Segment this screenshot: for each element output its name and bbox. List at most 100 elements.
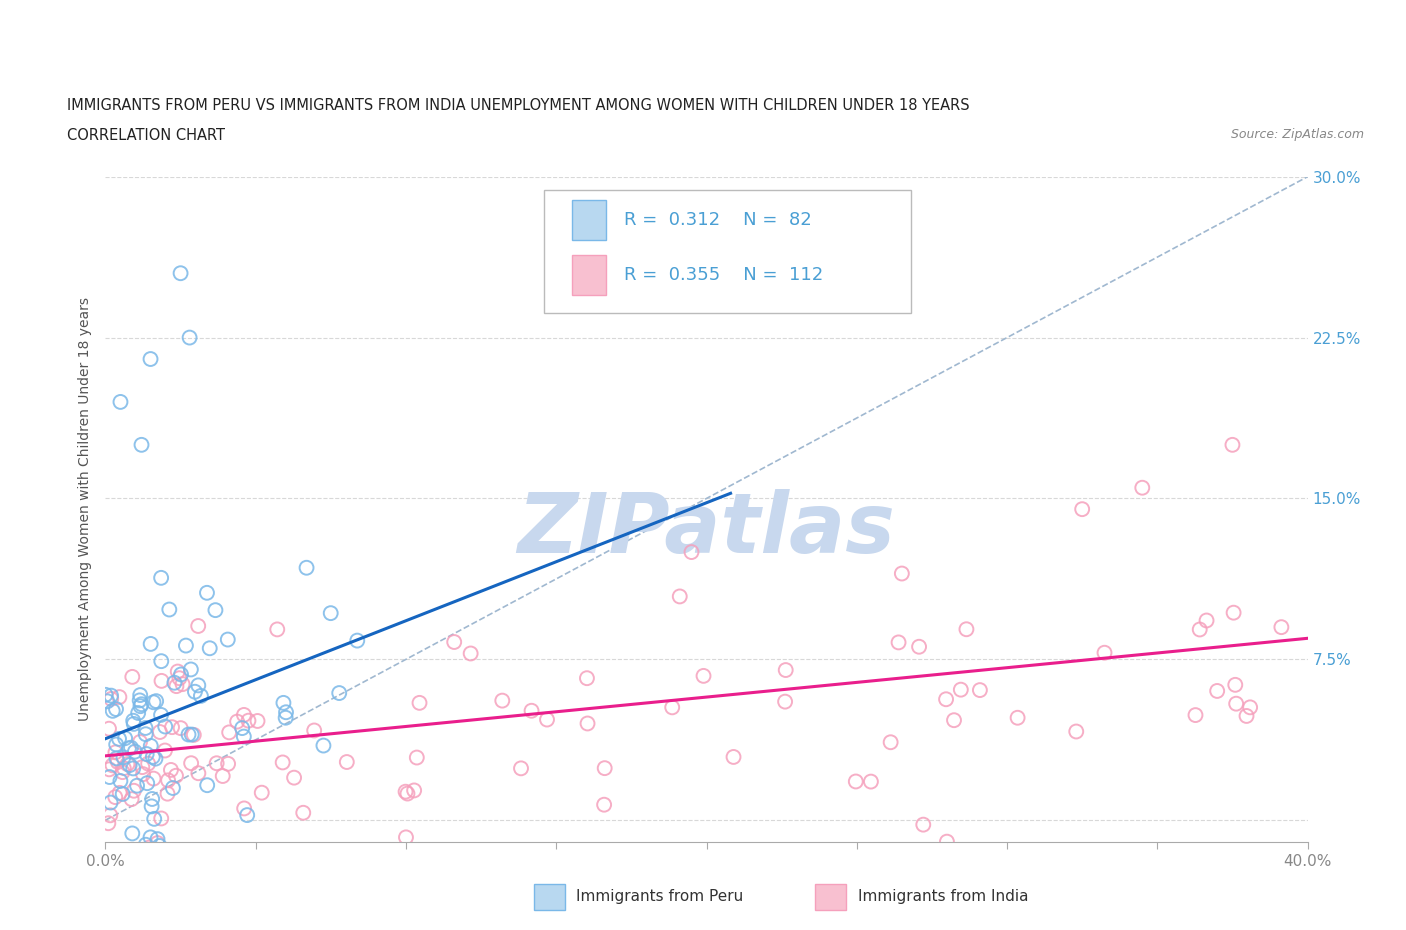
Point	[187, 678, 209, 693]
Point	[1064, 724, 1087, 739]
Point	[162, 780, 184, 795]
Point	[139, 738, 162, 753]
Point	[250, 785, 273, 800]
Point	[101, 703, 124, 718]
Point	[180, 662, 202, 677]
Point	[101, 758, 124, 773]
Point	[150, 811, 173, 826]
Point	[105, 701, 128, 716]
Point	[271, 755, 294, 770]
Point	[890, 566, 912, 581]
Point	[190, 688, 212, 703]
Point	[128, 693, 150, 708]
Point	[346, 633, 368, 648]
Point	[145, 694, 167, 709]
Point	[283, 770, 305, 785]
Point	[98, 770, 121, 785]
Point	[177, 727, 200, 742]
Point	[723, 750, 745, 764]
Point	[180, 756, 202, 771]
Point	[1094, 645, 1116, 660]
Point	[204, 603, 226, 618]
Point	[195, 585, 218, 600]
Point	[96, 694, 118, 709]
Point	[114, 731, 136, 746]
Point	[859, 774, 882, 789]
Y-axis label: Unemployment Among Women with Children Under 18 years: Unemployment Among Women with Children U…	[79, 298, 93, 721]
Point	[1184, 708, 1206, 723]
Point	[1225, 677, 1247, 692]
Point	[404, 783, 426, 798]
Point	[576, 716, 599, 731]
Point	[1130, 480, 1153, 495]
Point	[1007, 711, 1029, 725]
Point	[153, 719, 176, 734]
Point	[845, 774, 868, 789]
Point	[396, 786, 419, 801]
Point	[105, 751, 128, 765]
Point	[395, 830, 418, 844]
Point	[936, 834, 959, 849]
Point	[149, 724, 172, 739]
Point	[575, 671, 598, 685]
Point	[122, 783, 145, 798]
Point	[536, 712, 558, 727]
Point	[150, 708, 173, 723]
Point	[668, 589, 690, 604]
Point	[226, 714, 249, 729]
Point	[98, 722, 121, 737]
Point	[135, 837, 157, 852]
Point	[121, 826, 143, 841]
Point	[1270, 619, 1292, 634]
Point	[336, 754, 359, 769]
Point	[112, 750, 135, 764]
Point	[141, 791, 163, 806]
Point	[100, 795, 122, 810]
Point	[274, 705, 297, 720]
Point	[443, 634, 465, 649]
Point	[236, 807, 259, 822]
Point	[122, 716, 145, 731]
Point	[211, 768, 233, 783]
Point	[114, 845, 136, 860]
Point	[394, 784, 416, 799]
Point	[153, 743, 176, 758]
Point	[122, 713, 145, 728]
Point	[879, 735, 901, 750]
Point	[121, 791, 143, 806]
Point	[246, 713, 269, 728]
Point	[177, 845, 200, 860]
Point	[136, 756, 159, 771]
Point	[163, 675, 186, 690]
Point	[187, 765, 209, 780]
Point	[97, 816, 120, 830]
Point	[1239, 700, 1261, 715]
Point	[160, 720, 183, 735]
Point	[510, 761, 533, 776]
Point	[955, 622, 977, 637]
Point	[121, 670, 143, 684]
Point	[187, 618, 209, 633]
Point	[233, 708, 256, 723]
Point	[949, 683, 972, 698]
Point	[184, 684, 207, 699]
Point	[125, 778, 148, 793]
Point	[460, 646, 482, 661]
Point	[129, 735, 152, 750]
Point	[408, 696, 430, 711]
Point	[111, 787, 134, 802]
Point	[180, 727, 202, 742]
Point	[131, 760, 153, 775]
Point	[150, 654, 173, 669]
Point	[238, 713, 260, 728]
Point	[1222, 605, 1244, 620]
Point	[124, 744, 146, 759]
Point	[107, 754, 129, 769]
Point	[292, 805, 315, 820]
Point	[100, 688, 122, 703]
Point	[179, 330, 201, 345]
Point	[145, 751, 167, 766]
Point	[118, 741, 141, 756]
Point	[775, 662, 797, 677]
Point	[146, 836, 169, 851]
